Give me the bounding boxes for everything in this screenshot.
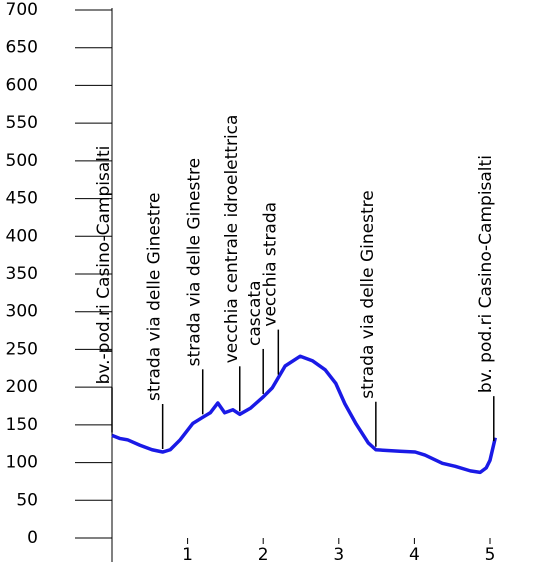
- y-tick-label: 200: [6, 377, 38, 397]
- y-tick-label: 550: [6, 113, 38, 133]
- annotation-label: strada via delle Ginestre: [145, 193, 165, 401]
- annotation-label: bv.-pod.ri Casino-Campisalti: [94, 146, 114, 385]
- y-tick-label: 700: [6, 0, 38, 20]
- x-tick-label: 1: [182, 545, 193, 565]
- x-tick-label: 3: [333, 545, 344, 565]
- annotation-label: strada via delle Ginestre: [185, 158, 205, 366]
- y-tick-label: 600: [6, 75, 38, 95]
- y-tick-label: 100: [6, 453, 38, 473]
- annotation-label: bv. pod.ri Casino-Campisalti: [476, 155, 496, 393]
- y-tick-label: 300: [6, 302, 38, 322]
- annotation-label: strada via delle Ginestre: [358, 190, 378, 398]
- y-tick-label: 450: [6, 189, 38, 209]
- y-tick-label: 150: [6, 415, 38, 435]
- annotation-label: vecchia strada: [260, 202, 280, 327]
- y-tick-label: 650: [6, 38, 38, 58]
- y-tick-label: 350: [6, 264, 38, 284]
- y-tick-label: 0: [27, 528, 38, 548]
- x-tick-label: 5: [485, 545, 496, 565]
- y-tick-label: 50: [16, 490, 38, 510]
- y-tick-label: 400: [6, 226, 38, 246]
- annotation-label: cascata: [245, 280, 265, 345]
- y-tick-label: 250: [6, 339, 38, 359]
- x-tick-label: 4: [409, 545, 420, 565]
- y-tick-label: 500: [6, 151, 38, 171]
- elevation-line: [111, 354, 497, 475]
- x-tick-label: 2: [258, 545, 269, 565]
- annotation-label: vecchia centrale idroelettrica: [222, 115, 242, 364]
